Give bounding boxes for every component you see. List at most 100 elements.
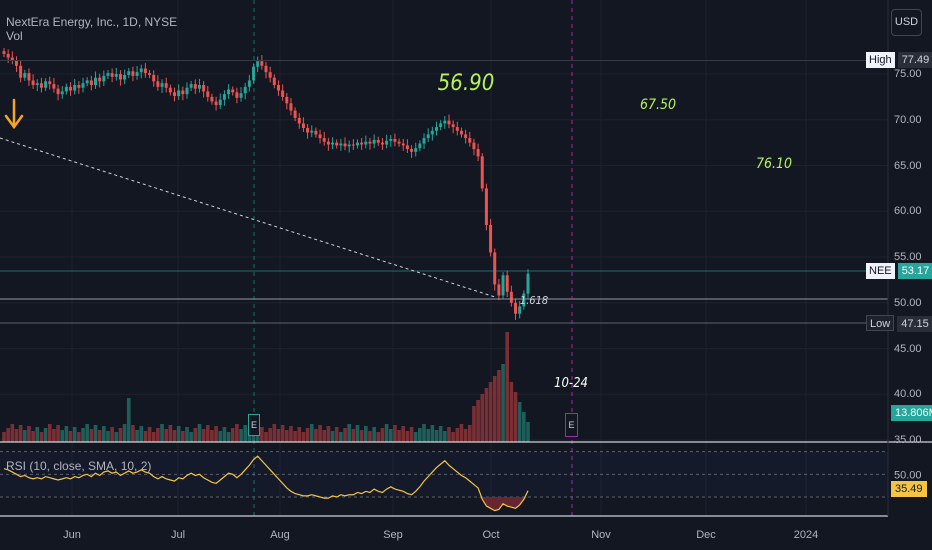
- candle-body: [93, 77, 97, 86]
- volume-bar: [422, 424, 426, 442]
- volume-bar: [160, 424, 164, 442]
- volume-bar: [230, 428, 235, 442]
- candle-body: [360, 142, 364, 145]
- volume-bar: [451, 432, 455, 442]
- candle-body: [123, 74, 127, 80]
- candle-body: [285, 96, 289, 104]
- price-tick-label: 45.00: [894, 342, 922, 355]
- volume-bar: [2, 432, 6, 442]
- candle-body: [160, 83, 164, 87]
- candle-body: [193, 84, 197, 89]
- candle-body: [143, 68, 147, 74]
- candle-body: [435, 127, 439, 131]
- low-label: Low: [866, 315, 895, 331]
- candle-body: [23, 73, 27, 78]
- candle-body: [480, 156, 484, 189]
- volume-bar: [505, 332, 510, 442]
- candle-body: [401, 143, 405, 146]
- target-label-56-90[interactable]: 56.90: [437, 71, 495, 96]
- arrow-down-icon: [4, 98, 24, 130]
- candle-body: [314, 130, 318, 135]
- volume-bar: [426, 429, 430, 442]
- rsi-legend[interactable]: RSI (10, close, SMA, 10, 2): [6, 459, 152, 473]
- rsi-tick-label: 50.00: [894, 469, 922, 481]
- candle-body: [393, 138, 397, 142]
- volume-bar: [526, 422, 530, 442]
- volume-bar: [139, 426, 144, 442]
- candle-body: [85, 80, 89, 84]
- volume-bar: [43, 428, 48, 442]
- candle-body: [110, 73, 114, 77]
- candle-body: [297, 117, 301, 124]
- candle-body: [335, 142, 339, 146]
- candle-body: [56, 88, 60, 95]
- time-tick-label: 2024: [793, 529, 819, 541]
- volume-bar: [260, 427, 264, 442]
- volume-label[interactable]: Vol: [6, 29, 23, 43]
- current-value: 53.17: [897, 263, 932, 279]
- volume-bar: [31, 431, 35, 442]
- high-value: 77.49: [897, 52, 932, 68]
- candle-body: [210, 96, 214, 102]
- volume-bar: [492, 376, 497, 442]
- candle-body: [81, 83, 85, 88]
- volume-bar: [60, 430, 65, 442]
- currency-button[interactable]: USD: [891, 9, 922, 36]
- candle-body: [185, 87, 189, 95]
- candle-body: [364, 141, 368, 145]
- symbol-title[interactable]: NextEra Energy, Inc., 1D, NYSE: [6, 15, 178, 29]
- volume-bar: [364, 426, 368, 442]
- volume-bar: [10, 424, 15, 442]
- candle-body: [451, 124, 455, 128]
- candle-body: [505, 275, 509, 292]
- volume-bar: [467, 425, 472, 442]
- rsi-oversold-fill: [473, 497, 528, 511]
- volume-bar: [239, 429, 243, 442]
- candle-body: [306, 128, 310, 133]
- volume-bar: [210, 430, 214, 442]
- volume-bar: [334, 427, 339, 442]
- volume-bar: [156, 428, 160, 442]
- candle-body: [276, 85, 280, 91]
- volume-bar: [247, 430, 252, 442]
- candle-body: [181, 90, 185, 95]
- candle-body: [139, 68, 143, 73]
- volume-bar: [376, 432, 381, 442]
- volume-bar: [476, 400, 480, 442]
- candle-body: [227, 89, 231, 95]
- volume-bar: [472, 406, 476, 442]
- candle-body: [231, 89, 235, 93]
- volume-bar: [35, 427, 40, 442]
- candle-body: [235, 92, 239, 98]
- volume-bar: [18, 425, 23, 442]
- rsi-pane: 50.00: [0, 451, 922, 512]
- volume-bar: [268, 428, 272, 442]
- target-label-76-10[interactable]: 76.10: [755, 156, 793, 172]
- volume-bar: [22, 430, 27, 442]
- candle-body: [484, 188, 488, 225]
- volume-bar: [359, 430, 364, 442]
- candle-body: [514, 302, 518, 314]
- earnings-marker-past[interactable]: E: [248, 414, 260, 436]
- volume-bar: [52, 429, 56, 442]
- volume-bar: [355, 425, 360, 442]
- candle-body: [10, 57, 14, 61]
- date-label[interactable]: 10-24: [554, 376, 588, 391]
- volume-bar: [185, 427, 189, 442]
- fib-label[interactable]: 1.618: [519, 294, 549, 307]
- candle-body: [418, 143, 422, 149]
- candle-body: [2, 51, 6, 54]
- candle-body: [214, 101, 218, 106]
- candle-body: [343, 143, 347, 147]
- candle-body: [372, 139, 376, 144]
- volume-bar: [172, 430, 177, 442]
- volume-bar: [309, 424, 314, 442]
- volume-bar: [438, 426, 443, 442]
- target-label-67-50[interactable]: 67.50: [639, 97, 677, 113]
- volume-bar: [276, 429, 281, 442]
- candle-body: [77, 85, 81, 88]
- volume-bar: [110, 427, 114, 442]
- earnings-marker-upcoming[interactable]: E: [565, 413, 578, 437]
